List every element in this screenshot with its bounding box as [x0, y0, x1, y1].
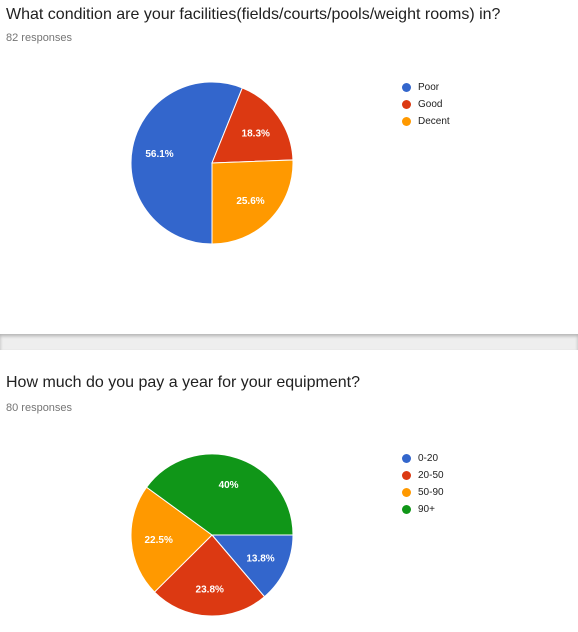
pie-slice-90-: [145, 453, 294, 536]
pie-slice-decent: [211, 159, 294, 245]
response-count: 80 responses: [6, 402, 73, 414]
legend-label: 0-20: [418, 453, 439, 464]
legend-swatch-icon: [402, 505, 411, 514]
slice-data-label: 25.6%: [236, 196, 264, 207]
legend-swatch-icon: [402, 488, 411, 497]
response-count: 82 responses: [6, 32, 73, 44]
legend-label: 90+: [418, 504, 435, 515]
legend-item: 90+: [402, 501, 444, 518]
chart-legend: 0-20 20-50 50-90 90+: [402, 450, 444, 518]
card-divider: [0, 334, 578, 350]
legend-item: 50-90: [402, 484, 444, 501]
legend-swatch-icon: [402, 454, 411, 463]
legend-swatch-icon: [402, 471, 411, 480]
pie-slice-50-90: [130, 486, 213, 593]
question-card-equipment: How much do you pay a year for your equi…: [0, 350, 578, 632]
legend-swatch-icon: [402, 117, 411, 126]
legend-label: Decent: [418, 116, 450, 127]
chart-legend: Poor Good Decent: [402, 79, 450, 130]
legend-swatch-icon: [402, 83, 411, 92]
slice-data-label: 40%: [219, 480, 239, 491]
pie-slice-poor: [130, 81, 243, 245]
legend-item: 0-20: [402, 450, 444, 467]
pie-chart-facilities: 56.1% 18.3% 25.6%: [130, 81, 294, 245]
legend-label: Good: [418, 99, 443, 110]
slice-data-label: 23.8%: [196, 584, 224, 595]
chart-title: How much do you pay a year for your equi…: [6, 374, 360, 391]
question-card-facilities: What condition are your facilities(field…: [6, 6, 501, 245]
legend-item: Poor: [402, 79, 450, 96]
pie-chart-equipment: 13.8% 23.8% 22.5% 40%: [130, 453, 294, 617]
pie-slice-0-20: [210, 534, 294, 598]
pie-slice-20-50: [153, 534, 266, 617]
legend-item: Decent: [402, 113, 450, 130]
slice-data-label: 56.1%: [145, 149, 173, 160]
legend-item: Good: [402, 96, 450, 113]
legend-label: 50-90: [418, 487, 444, 498]
legend-item: 20-50: [402, 467, 444, 484]
legend-swatch-icon: [402, 100, 411, 109]
legend-label: 20-50: [418, 470, 444, 481]
pie-slice-good: [211, 87, 294, 164]
legend-label: Poor: [418, 82, 440, 93]
slice-data-label: 22.5%: [145, 535, 173, 546]
slice-data-label: 18.3%: [242, 128, 270, 139]
chart-title: What condition are your facilities(field…: [6, 6, 501, 23]
slice-data-label: 13.8%: [246, 553, 274, 564]
